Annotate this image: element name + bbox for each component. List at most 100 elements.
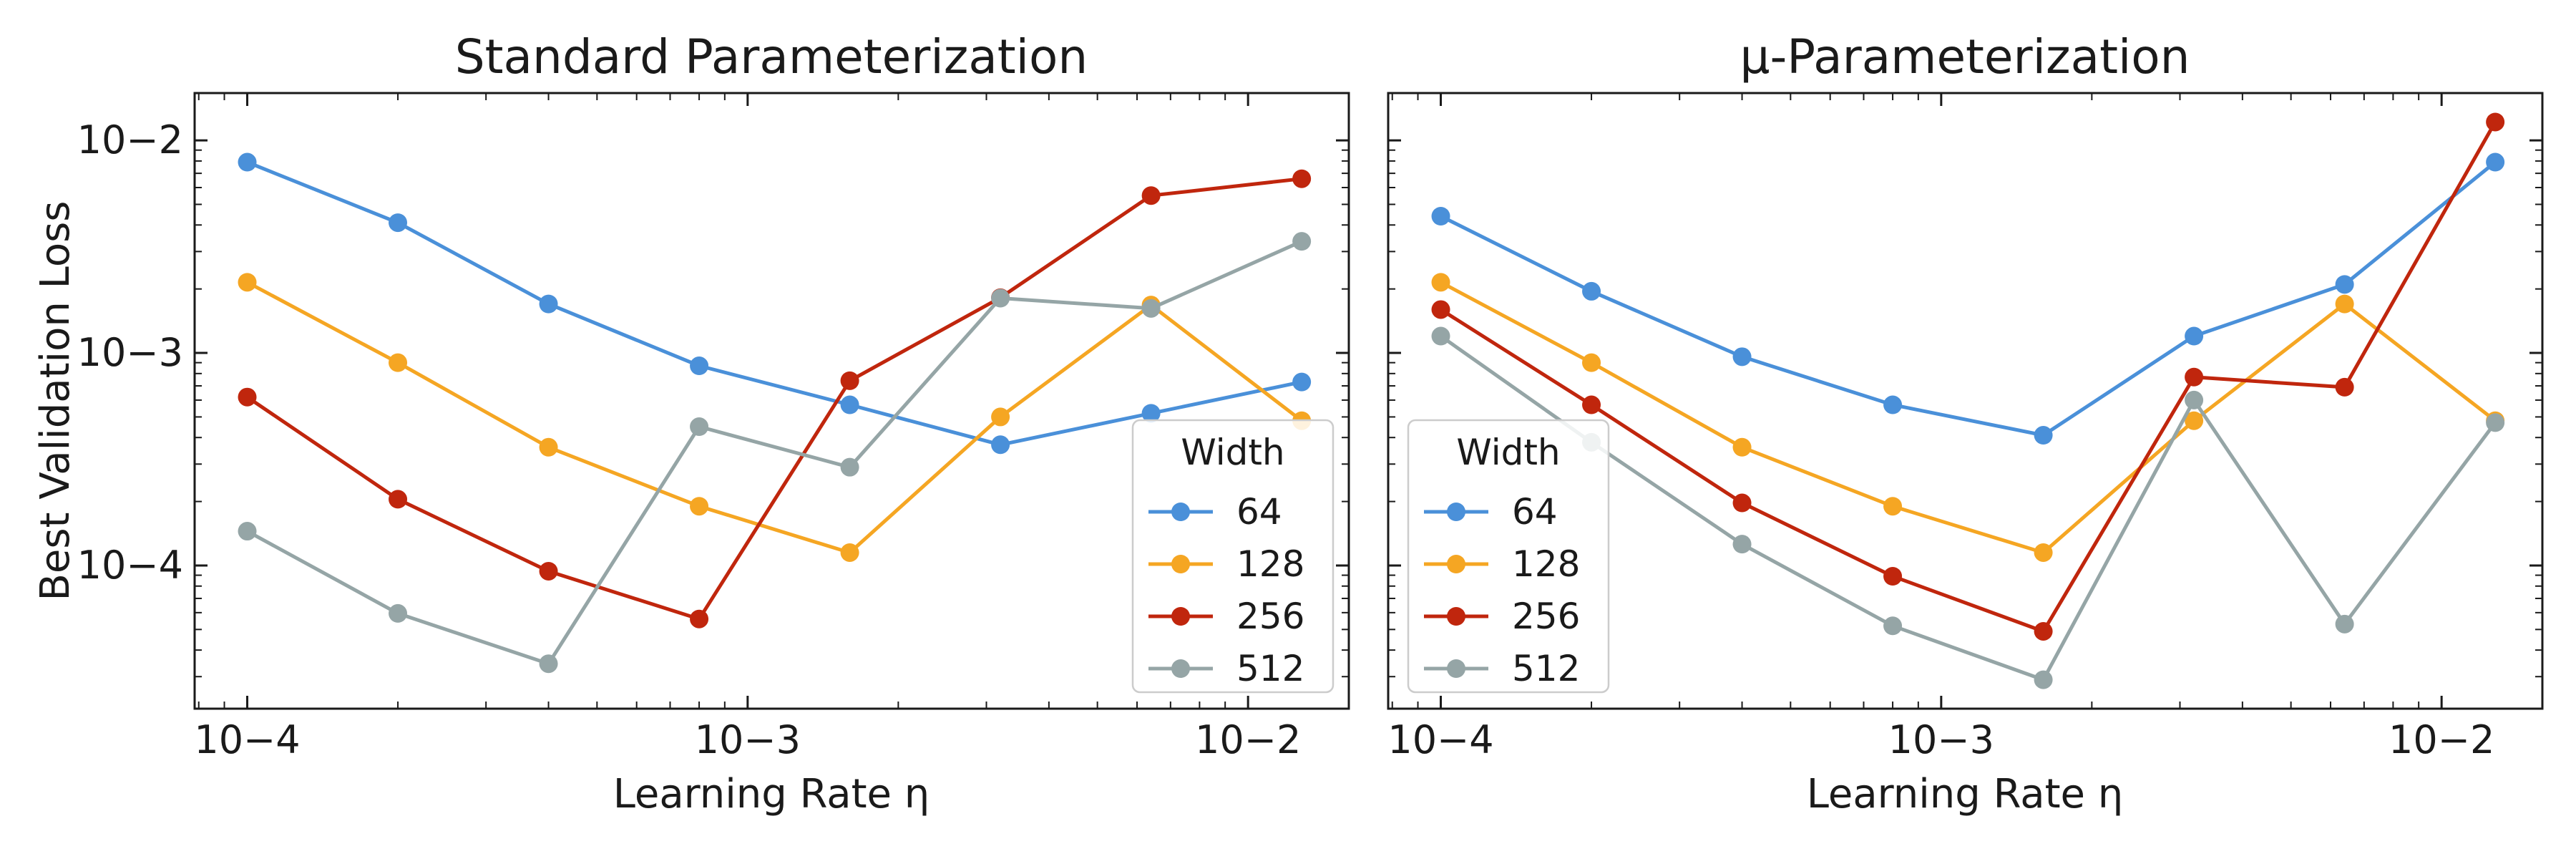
data-point-256 (2034, 621, 2053, 641)
plot-frame (193, 92, 1350, 710)
data-point-128 (2185, 411, 2204, 430)
data-point-256 (1582, 395, 1601, 414)
data-point-64 (238, 152, 257, 172)
data-point-128 (539, 437, 558, 457)
data-point-512 (238, 522, 257, 541)
data-point-128 (1732, 437, 1752, 457)
legend-marker-64 (1447, 503, 1465, 521)
panel-standard-parameterization: Standard Parameterization Best Validatio… (32, 29, 1350, 817)
legend-label-512: 512 (1512, 648, 1580, 689)
data-point-64 (1431, 206, 1450, 225)
plot-frame (1387, 92, 2544, 710)
series-512 (1431, 326, 2505, 689)
legend-label-128: 128 (1236, 543, 1304, 585)
data-point-64 (1883, 395, 1903, 414)
data-point-512 (1732, 535, 1752, 554)
x-tick-label: 10−2 (2389, 717, 2494, 762)
y-tick-label: 10−2 (77, 117, 183, 162)
data-point-256 (1732, 493, 1752, 513)
panel-mu-parameterization: μ-Parameterization Learning Rate η 10−4 1… (1387, 29, 2544, 817)
legend-title: Width (1181, 432, 1284, 473)
data-point-256 (2335, 377, 2354, 397)
x-tick-label: 10−4 (194, 717, 300, 762)
data-point-256 (2486, 112, 2505, 132)
data-point-256 (539, 561, 558, 581)
legend-marker-512 (1447, 659, 1465, 678)
series-64 (1431, 152, 2505, 445)
data-point-64 (1292, 372, 1312, 392)
series-line-256 (1440, 121, 2497, 634)
data-point-128 (389, 353, 408, 372)
legend-label-64: 64 (1512, 491, 1558, 533)
data-point-256 (1141, 186, 1161, 205)
data-point-512 (389, 603, 408, 623)
data-point-64 (389, 213, 408, 233)
data-point-512 (539, 654, 558, 674)
y-tick-label: 10−3 (77, 330, 183, 375)
x-tick-label: 10−4 (1387, 717, 1493, 762)
legend-label-128: 128 (1512, 543, 1580, 585)
data-point-256 (690, 609, 709, 629)
data-point-64 (2335, 275, 2354, 294)
data-point-64 (1141, 404, 1161, 423)
data-point-128 (2335, 294, 2354, 314)
data-point-512 (2185, 390, 2204, 409)
series-line-128 (246, 281, 1303, 555)
y-axis-label: Best Validation Loss (32, 201, 79, 601)
legend-label-64: 64 (1236, 491, 1282, 533)
data-point-128 (690, 497, 709, 516)
series-64 (238, 152, 1312, 455)
data-point-512 (991, 288, 1010, 308)
data-point-128 (1431, 273, 1450, 292)
legend-marker-256 (1171, 607, 1190, 626)
data-point-128 (1582, 353, 1601, 372)
data-point-512 (2486, 413, 2505, 432)
data-point-128 (991, 407, 1010, 427)
data-point-512 (1292, 232, 1312, 251)
data-point-128 (1883, 497, 1903, 516)
data-point-256 (238, 387, 257, 407)
data-point-128 (840, 543, 859, 562)
data-point-256 (1292, 169, 1312, 188)
series-512 (238, 232, 1312, 674)
panel-title: Standard Parameterization (455, 29, 1088, 84)
data-point-256 (840, 371, 859, 390)
y-tick-label: 10−4 (77, 543, 183, 588)
data-point-128 (2034, 543, 2053, 562)
panel-title: μ-Parameterization (1740, 29, 2190, 84)
data-point-256 (2185, 367, 2204, 387)
series-line-64 (246, 160, 1302, 447)
data-point-512 (1431, 326, 1450, 346)
data-point-64 (690, 356, 709, 376)
legend: Width 64 128 256 512 (1131, 419, 1335, 694)
data-point-64 (2034, 426, 2053, 445)
legend-title: Width (1456, 432, 1560, 473)
series-line-128 (1440, 281, 2497, 555)
data-point-64 (2185, 326, 2204, 346)
series-line-256 (246, 177, 1302, 621)
data-point-64 (1732, 347, 1752, 367)
series-line-512 (1440, 334, 2497, 682)
x-axis-label: Learning Rate η (1807, 771, 2124, 817)
legend-marker-64 (1171, 503, 1190, 521)
data-point-64 (991, 435, 1010, 455)
data-point-512 (840, 457, 859, 477)
x-tick-label: 10−3 (1888, 717, 1994, 762)
data-point-64 (539, 294, 558, 314)
data-point-256 (1431, 300, 1450, 319)
x-tick-label: 10−3 (695, 717, 801, 762)
legend-label-512: 512 (1236, 648, 1304, 689)
legend-marker-128 (1171, 555, 1190, 573)
data-point-64 (2486, 152, 2505, 172)
data-point-512 (2034, 670, 2053, 689)
data-point-512 (1141, 299, 1161, 318)
data-point-256 (1883, 567, 1903, 586)
data-point-256 (389, 490, 408, 509)
legend-label-256: 256 (1512, 596, 1580, 637)
legend-label-256: 256 (1236, 596, 1304, 637)
legend-marker-256 (1447, 607, 1465, 626)
data-point-512 (2335, 614, 2354, 634)
legend-marker-128 (1447, 555, 1465, 573)
data-point-64 (1582, 281, 1601, 301)
